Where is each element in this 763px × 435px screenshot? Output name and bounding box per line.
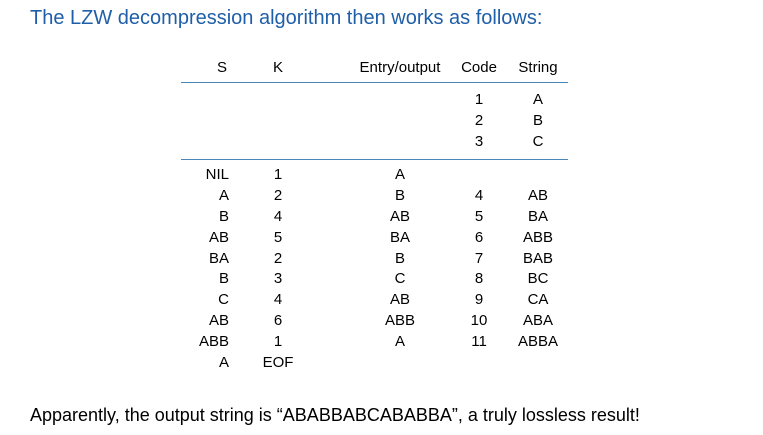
header-k: K — [272, 59, 284, 76]
header-divider — [181, 82, 568, 83]
code-cell: 8 — [474, 270, 484, 288]
string-cell: AB — [527, 187, 549, 205]
table-row: AB 5 BA 6 ABB — [181, 229, 568, 250]
s-cell: B — [218, 270, 229, 288]
s-cell: AB — [208, 228, 229, 246]
table-row: NIL 1 A — [181, 166, 568, 187]
s-cell: BA — [208, 249, 229, 267]
entry-output-cell: B — [394, 249, 406, 267]
s-cell: ABB — [198, 332, 229, 350]
header-s: S — [216, 59, 228, 76]
entry-output-cell: A — [394, 166, 406, 184]
header-code: Code — [461, 59, 497, 76]
code-cell: 4 — [474, 187, 484, 205]
k-cell: 1 — [273, 332, 283, 350]
decode-steps: NIL 1 A A 2 B 4 AB B 4 AB 5 BA AB 5 BA 6 ABB BA 2 B 7 BAB B 3 C 8 B… — [181, 166, 568, 374]
k-cell: EOF — [262, 353, 294, 371]
table-row: B 3 C 8 BC — [181, 270, 568, 291]
entry-output-cell: ABB — [384, 311, 416, 329]
string-cell: A — [532, 91, 544, 108]
entry-output-cell: AB — [389, 207, 411, 225]
entry-output-cell: BA — [389, 228, 411, 246]
string-cell: CA — [527, 291, 549, 309]
header-string: String — [518, 59, 558, 76]
table-row: BA 2 B 7 BAB — [181, 250, 568, 271]
table-row: B 4 AB 5 BA — [181, 208, 568, 229]
section-divider — [181, 159, 568, 161]
entry-output-cell: C — [394, 270, 406, 288]
table-row: A EOF — [181, 354, 568, 375]
string-cell: BA — [527, 207, 549, 225]
code-cell: 3 — [474, 132, 484, 150]
k-cell: 5 — [273, 228, 283, 246]
k-cell: 3 — [273, 270, 283, 288]
k-cell: 6 — [273, 311, 283, 329]
k-cell: 2 — [273, 187, 283, 205]
string-cell: ABB — [522, 228, 554, 246]
k-cell: 2 — [273, 249, 283, 267]
k-cell: 4 — [273, 207, 283, 225]
code-cell: 9 — [474, 291, 484, 309]
s-cell: AB — [208, 311, 229, 329]
table-row: ABB 1 A 11 ABBA — [181, 333, 568, 354]
code-cell: 1 — [474, 91, 484, 108]
string-cell: ABA — [522, 311, 554, 329]
k-cell: 1 — [273, 166, 283, 184]
entry-output-cell: A — [394, 332, 406, 350]
conclusion-text: Apparently, the output string is “ABABBA… — [30, 405, 640, 425]
entry-output-cell: B — [394, 187, 406, 205]
s-cell: A — [218, 187, 229, 205]
s-cell: C — [218, 291, 229, 309]
code-cell: 5 — [474, 207, 484, 225]
code-cell: 11 — [471, 332, 487, 350]
s-cell: NIL — [205, 166, 229, 184]
code-cell: 2 — [474, 111, 484, 129]
entry-output-cell: AB — [389, 291, 411, 309]
string-cell: B — [532, 111, 544, 129]
s-cell: A — [218, 353, 229, 371]
header-entry-output: Entry/output — [359, 59, 441, 76]
string-cell: BC — [527, 270, 549, 288]
slide-title: The LZW decompression algorithm then wor… — [30, 7, 543, 29]
table-row: A 2 B 4 AB — [181, 187, 568, 208]
code-cell: 7 — [474, 249, 484, 267]
table-row: C 4 AB 9 CA — [181, 291, 568, 312]
k-cell: 4 — [273, 291, 283, 309]
code-cell: 6 — [474, 228, 484, 246]
table-row: AB 6 ABB 10 ABA — [181, 312, 568, 333]
s-cell: B — [218, 207, 229, 225]
string-cell: ABBA — [517, 332, 559, 350]
string-cell: C — [532, 132, 544, 150]
string-cell: BAB — [522, 249, 554, 267]
code-cell: 10 — [470, 311, 488, 329]
table-header-row: S K Entry/output Code String — [181, 56, 568, 82]
